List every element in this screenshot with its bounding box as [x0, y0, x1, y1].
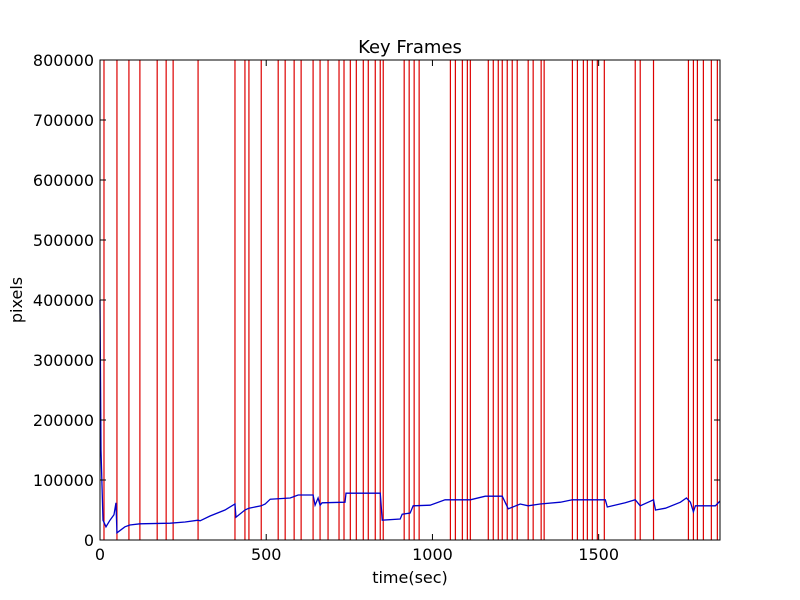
y-axis-label: pixels	[7, 277, 26, 323]
y-tick-label: 200000	[33, 411, 94, 430]
y-tick-label: 300000	[33, 351, 94, 370]
y-tick-label: 400000	[33, 291, 94, 310]
plot-frame	[99, 59, 721, 541]
x-tick-label: 1500	[578, 545, 619, 564]
x-tick-label: 0	[95, 545, 105, 564]
chart-title: Key Frames	[358, 37, 462, 58]
y-tick-label: 600000	[33, 171, 94, 190]
x-tick-label: 1000	[412, 545, 453, 564]
y-tick-label: 800000	[33, 51, 94, 70]
y-tick-label: 500000	[33, 231, 94, 250]
y-tick-label: 100000	[33, 471, 94, 490]
data-line	[99, 299, 721, 535]
y-tick-label: 0	[84, 531, 94, 550]
x-tick-label: 500	[251, 545, 282, 564]
y-tick-label: 700000	[33, 111, 94, 130]
x-axis-label: time(sec)	[372, 568, 448, 587]
